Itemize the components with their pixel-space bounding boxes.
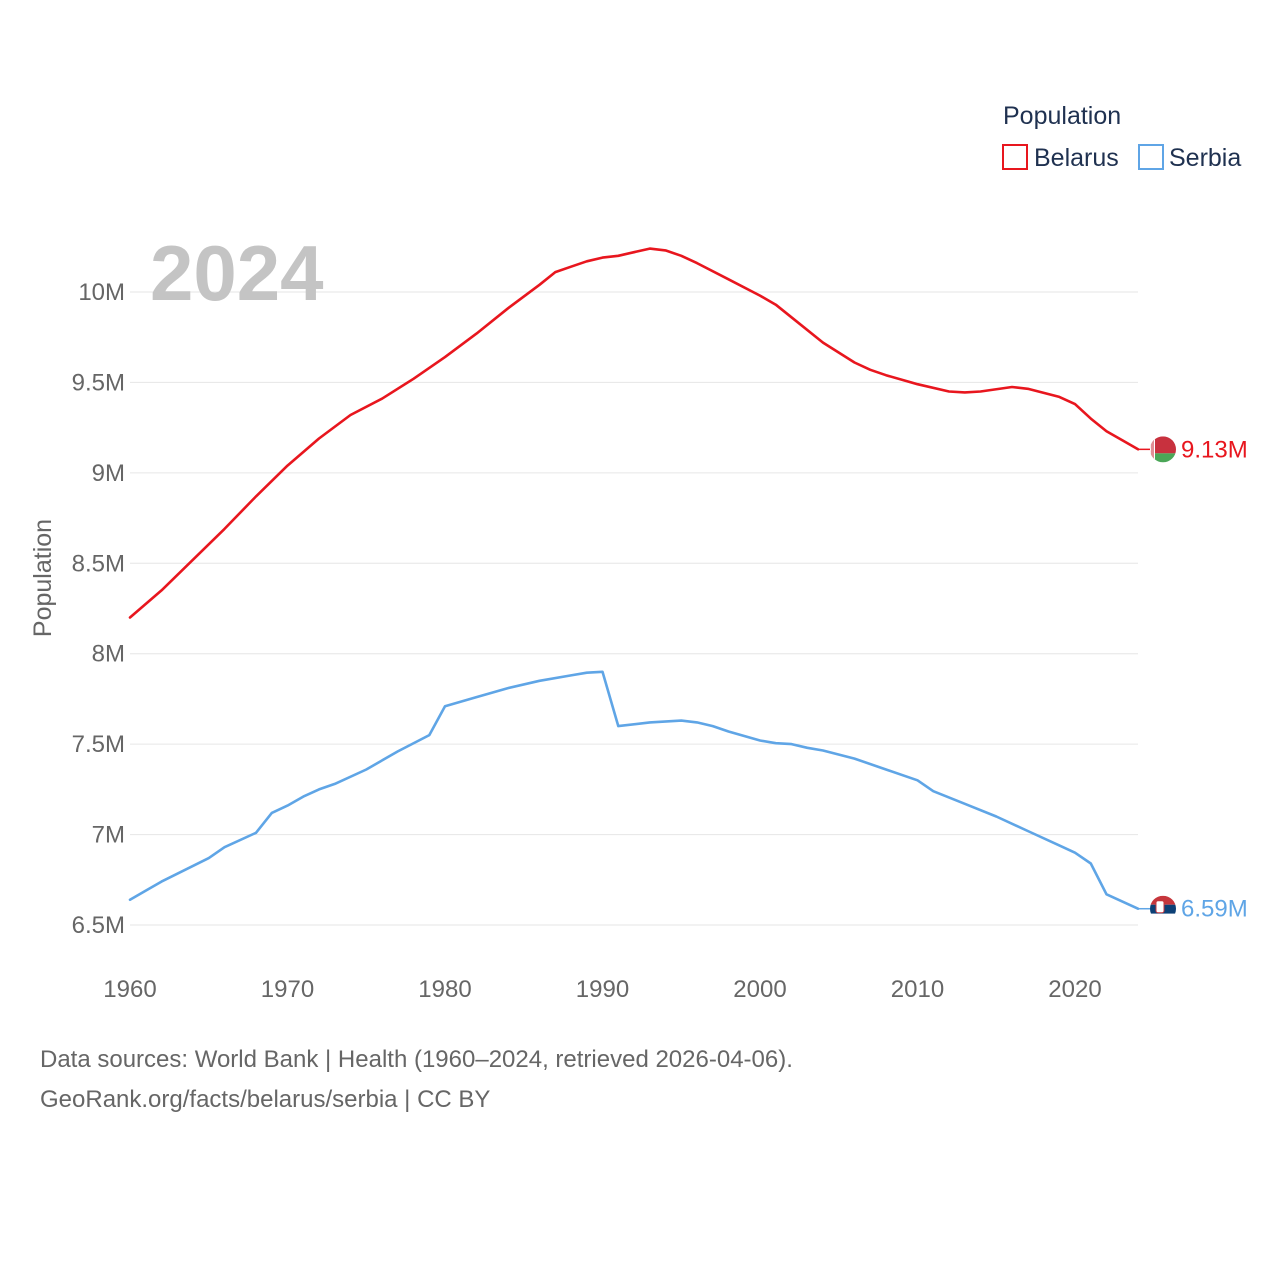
y-axis-ticks: 10M 9.5M 9M 8.5M 8M 7.5M 7M 6.5M	[72, 279, 125, 939]
y-tick-label: 7.5M	[72, 731, 125, 758]
series-lines	[128, 247, 1140, 910]
attribution-link[interactable]: GeoRank.org/facts/belarus/serbia | CC BY	[40, 1086, 491, 1113]
legend-item-belarus[interactable]: Belarus	[1002, 144, 1119, 172]
end-value-label-serbia: 6.59M	[1181, 896, 1248, 923]
y-tick-label: 9M	[92, 460, 125, 487]
legend-swatch-belarus	[1002, 144, 1028, 170]
x-axis-ticks: 1960 1970 1980 1990 2000 2010 2020	[103, 976, 1101, 1003]
x-tick-label: 2010	[891, 976, 944, 1003]
x-tick-label: 2000	[733, 976, 786, 1003]
legend-swatch-serbia	[1138, 144, 1164, 170]
x-tick-label: 1970	[261, 976, 314, 1003]
y-axis-title: Population	[29, 519, 57, 637]
x-tick-label: 1990	[576, 976, 629, 1003]
y-tick-label: 9.5M	[72, 369, 125, 396]
x-tick-label: 2020	[1048, 976, 1101, 1003]
year-label: 2024	[150, 229, 324, 317]
y-tick-label: 6.5M	[72, 912, 125, 939]
legend-item-serbia[interactable]: Serbia	[1138, 144, 1241, 172]
footer: Data sources: World Bank | Health (1960–…	[40, 1040, 793, 1120]
y-tick-label: 8M	[92, 641, 125, 668]
serbia-flag-icon	[1150, 895, 1176, 922]
legend-title: Population	[1003, 102, 1121, 130]
legend: Population Belarus Serbia	[1002, 102, 1241, 172]
belarus-flag-icon	[1150, 436, 1176, 463]
series-end-labels: 9.13M 6.59M	[1138, 436, 1248, 923]
series-line-belarus[interactable]	[128, 247, 1140, 619]
legend-label-belarus: Belarus	[1034, 144, 1119, 172]
y-tick-label: 8.5M	[72, 550, 125, 577]
y-tick-label: 10M	[78, 279, 125, 306]
x-tick-label: 1980	[418, 976, 471, 1003]
end-value-label-belarus: 9.13M	[1181, 436, 1248, 463]
gridlines	[130, 291, 1138, 926]
x-tick-label: 1960	[103, 976, 156, 1003]
legend-label-serbia: Serbia	[1169, 144, 1241, 172]
data-source-note: Data sources: World Bank | Health (1960–…	[40, 1046, 793, 1073]
series-line-serbia[interactable]	[128, 670, 1140, 910]
y-tick-label: 7M	[92, 822, 125, 849]
